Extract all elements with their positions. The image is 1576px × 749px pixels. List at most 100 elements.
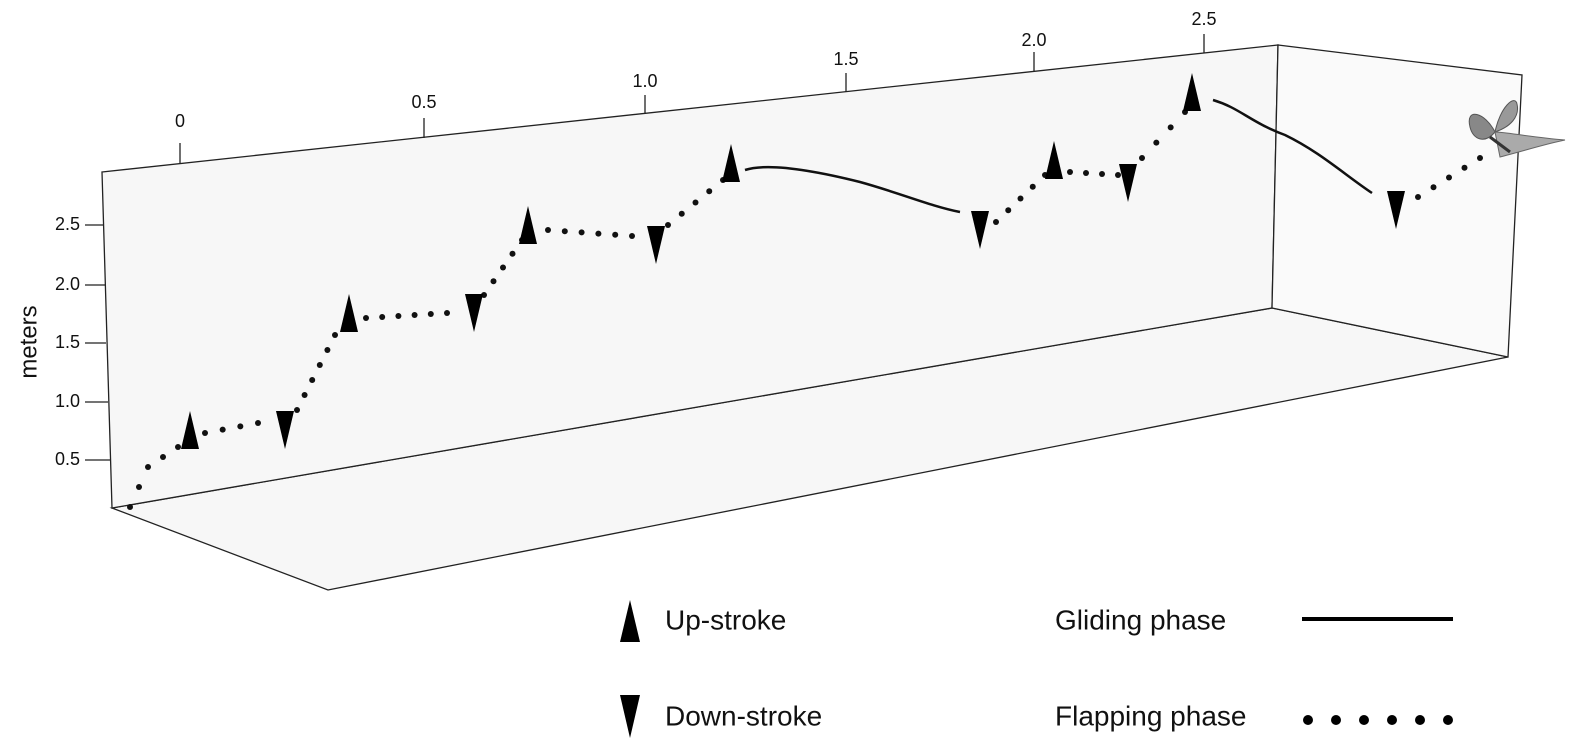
y-tick-label: 2.5 (55, 214, 80, 234)
flap-dot (363, 315, 369, 321)
flap-dot (1153, 139, 1160, 146)
glide-path (1212, 98, 1373, 195)
x-tick-label: 0 (175, 111, 185, 131)
x-ticks (179, 34, 1205, 163)
x-tick-label: 0.5 (411, 92, 436, 112)
flap-dot (561, 228, 568, 235)
flap-dot (578, 229, 585, 236)
flap-dot (145, 464, 151, 470)
y-tick-label: 2.0 (55, 274, 80, 294)
up-stroke-marker (340, 294, 358, 332)
flap-dot (219, 426, 226, 433)
up-stroke-marker (722, 144, 740, 182)
down-stroke-marker (647, 226, 665, 264)
legend-label: Gliding phase (1055, 604, 1226, 635)
y-axis-label: meters (15, 305, 42, 378)
flap-dot (324, 347, 331, 353)
body (1489, 135, 1511, 154)
legend-dot (1443, 715, 1453, 725)
flap-dot (665, 222, 671, 228)
up-stroke-marker (519, 206, 537, 244)
flap-dot (692, 199, 699, 206)
legend-up-marker (620, 600, 640, 642)
down-stroke-marker (971, 211, 989, 249)
flap-dot (127, 504, 133, 510)
y-tick-label: 1.5 (55, 332, 80, 352)
flap-dot (545, 227, 551, 233)
down-stroke-marker (465, 294, 483, 332)
x-tick-label: 2.0 (1021, 30, 1046, 50)
legend-dot (1331, 715, 1341, 725)
y-ticks (85, 224, 110, 461)
legend-dot (1415, 715, 1425, 725)
flap-dot (1099, 171, 1105, 177)
legend-dot (1303, 715, 1313, 725)
flap-dot (294, 407, 300, 413)
flap-dot (427, 311, 434, 317)
flap-dot (175, 444, 181, 450)
up-stroke-marker (1183, 73, 1201, 111)
flap-dot (1461, 164, 1468, 171)
flap-dot (993, 219, 999, 225)
y-tick-label: 1.0 (55, 391, 80, 411)
flap-dot (706, 188, 713, 195)
up-stroke-marker (181, 411, 199, 449)
flap-dot (309, 377, 316, 383)
legend-dot (1359, 715, 1369, 725)
flap-dot (237, 423, 244, 430)
flap-dot (444, 310, 450, 316)
flap-dot (1430, 184, 1437, 191)
flap-dot (316, 362, 323, 368)
flap-dot (509, 250, 516, 257)
box (101, 44, 1523, 591)
glide-path (744, 165, 961, 214)
flap-dot (1139, 155, 1145, 161)
down-stroke-marker (1119, 164, 1137, 202)
flap-dot (1477, 155, 1483, 161)
flap-dot (1017, 195, 1024, 202)
flap-dot (160, 454, 166, 460)
trajectory (127, 73, 1483, 510)
flap-dot (1115, 172, 1121, 178)
flap-dot (1029, 183, 1036, 190)
flap-dot (1067, 169, 1073, 175)
flap-dot (1415, 194, 1421, 200)
flap-dot (678, 210, 685, 217)
down-stroke-marker (1387, 191, 1405, 229)
x-tick-label: 1.5 (833, 49, 858, 69)
flap-dot (395, 313, 402, 319)
flap-dot (379, 314, 386, 320)
legend-down-marker (620, 695, 640, 738)
flap-dot (301, 392, 308, 398)
flap-dot (202, 430, 208, 436)
flap-dot (629, 233, 635, 239)
flap-dot (255, 420, 261, 426)
wing (1494, 131, 1566, 158)
flap-dot (1083, 170, 1089, 176)
flap-dot (411, 312, 418, 318)
flap-dot (612, 231, 619, 238)
legend-dot (1387, 715, 1397, 725)
x-tick-label: 2.5 (1191, 9, 1216, 29)
flap-dot (1005, 207, 1012, 214)
y-tick-label: 0.5 (55, 449, 80, 469)
flap-dot (481, 292, 487, 298)
flap-dot (1167, 124, 1174, 131)
legend-flap-dots (1303, 715, 1453, 725)
up-stroke-marker (1045, 141, 1063, 179)
flap-dot (490, 278, 497, 285)
legend-label: Flapping phase (1055, 700, 1246, 731)
wing (1494, 100, 1519, 133)
legend-label: Up-stroke (665, 604, 786, 635)
butterfly (1468, 100, 1566, 158)
legend-label: Down-stroke (665, 700, 822, 731)
flap-dot (332, 332, 338, 338)
flap-dot (136, 484, 142, 490)
wing (1468, 114, 1496, 140)
flap-dot (1446, 174, 1452, 181)
x-tick-label: 1.0 (632, 71, 657, 91)
legend: Up-stroke Down-stroke Gliding phase Flap… (620, 600, 1453, 738)
flap-dot (500, 264, 506, 271)
